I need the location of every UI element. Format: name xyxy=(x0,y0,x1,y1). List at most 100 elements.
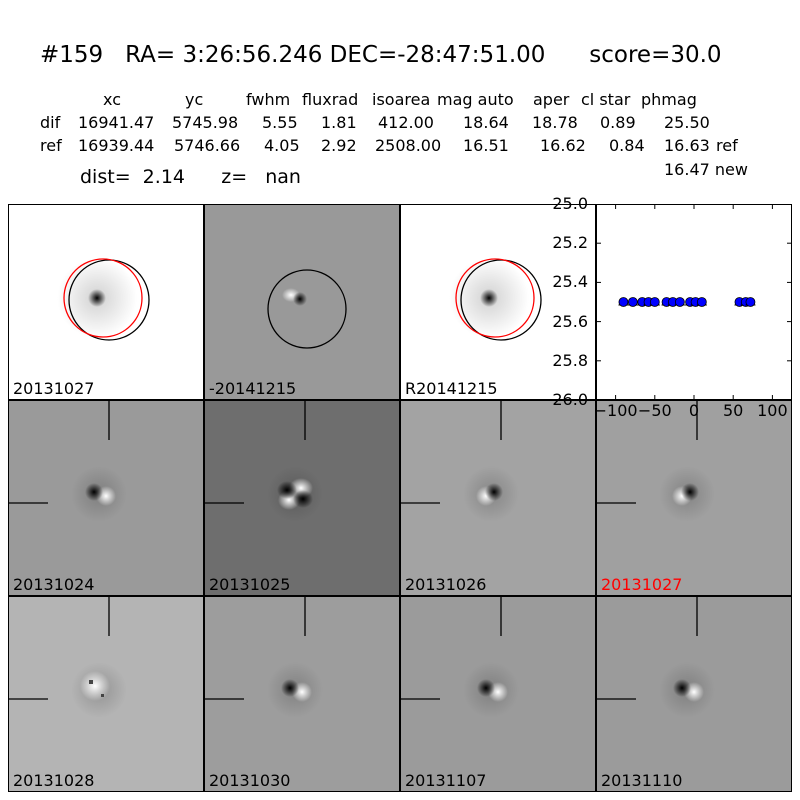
residual-dark xyxy=(293,490,313,508)
stamp-image xyxy=(449,258,542,341)
stamp-image xyxy=(57,258,150,341)
stamp-label: R20141215 xyxy=(405,379,498,398)
y-tick-label: 26.0 xyxy=(552,390,588,409)
dif-cl-star: 0.89 xyxy=(600,113,636,132)
residual-dark xyxy=(485,483,503,501)
data-point xyxy=(649,297,660,307)
col-header-cl-star: cl star xyxy=(581,90,631,109)
dif-phmag: 25.50 xyxy=(664,113,710,132)
stamp-label: 20131107 xyxy=(405,771,487,790)
y-tick-label: 25.4 xyxy=(552,272,588,292)
ref-suffix: ref xyxy=(716,136,738,155)
ref-aper: 16.62 xyxy=(540,136,586,155)
residual-dark xyxy=(477,679,495,697)
stamp-label: 20131110 xyxy=(601,771,683,790)
stamp-panel: 20131110 xyxy=(596,596,792,792)
ref-mag-auto: 16.51 xyxy=(463,136,509,155)
stamp-label: 20131027 xyxy=(13,379,95,398)
stamp-panel: 20131025 xyxy=(204,400,400,596)
y-tick-label: 25.8 xyxy=(552,350,588,370)
residual-dark xyxy=(277,481,297,499)
ref-cl-star: 0.84 xyxy=(609,136,645,155)
stamp-image xyxy=(597,401,715,522)
dif-xc: 16941.47 xyxy=(78,113,155,132)
data-point xyxy=(745,297,756,307)
dif-yc: 5745.98 xyxy=(172,113,239,132)
residual-dark xyxy=(281,679,299,697)
stamp-panel: 20131028 xyxy=(8,596,204,792)
stamp-image xyxy=(267,269,347,349)
row-label-dif: dif xyxy=(40,113,61,132)
stamp-label: 20131028 xyxy=(13,771,95,790)
light-curve-plot xyxy=(596,203,792,401)
ref-fwhm: 4.05 xyxy=(264,136,300,155)
residual-dark xyxy=(293,292,307,306)
y-tick-label: 25.0 xyxy=(552,194,588,213)
col-header-xc: xc xyxy=(103,90,121,109)
stamp-label: 20131025 xyxy=(209,575,291,594)
dif-isoarea: 412.00 xyxy=(378,113,434,132)
col-header-aper: aper xyxy=(533,90,570,109)
stamp-label: 20131024 xyxy=(13,575,95,594)
row-label-ref: ref xyxy=(40,136,62,155)
stamp-panel: R20141215 xyxy=(400,204,596,400)
data-point xyxy=(696,297,707,307)
stamp-panel: 20131107 xyxy=(400,596,596,792)
dif-mag-auto: 18.64 xyxy=(463,113,509,132)
stamp-panel: 20131026 xyxy=(400,400,596,596)
new-mag: 16.47 new xyxy=(664,160,748,179)
stamp-label: 20131030 xyxy=(209,771,291,790)
dif-aper: 18.78 xyxy=(532,113,578,132)
page-title: #159 RA= 3:26:56.246 DEC=-28:47:51.00 sc… xyxy=(40,42,722,68)
masked-pixel xyxy=(89,680,93,684)
ref-fluxrad: 2.92 xyxy=(321,136,357,155)
ref-circle xyxy=(63,258,143,338)
stamp-image xyxy=(401,597,519,718)
stamp-image xyxy=(9,597,127,718)
col-header-mag-auto: mag auto xyxy=(437,90,514,109)
stamp-panel: 20131030 xyxy=(204,596,400,792)
stamp-image xyxy=(205,401,323,522)
masked-pixel xyxy=(101,694,104,697)
x-tick-label: 0 xyxy=(688,401,700,420)
col-header-fwhm: fwhm xyxy=(246,90,291,109)
data-point xyxy=(627,297,638,307)
data-point xyxy=(674,297,685,307)
ref-xc: 16939.44 xyxy=(78,136,155,155)
dif-fluxrad: 1.81 xyxy=(321,113,357,132)
star-core xyxy=(480,289,498,307)
stamp-image xyxy=(9,401,127,522)
stamp-image xyxy=(401,401,519,522)
ref-yc: 5746.66 xyxy=(174,136,241,155)
col-header-phmag: phmag xyxy=(641,90,697,109)
stamp-label: 20131027 xyxy=(601,575,683,594)
col-header-fluxrad: fluxrad xyxy=(302,90,359,109)
col-header-yc: yc xyxy=(185,90,204,109)
x-tick-label: 50 xyxy=(723,401,744,420)
stamp-panel: -20141215 xyxy=(204,204,400,400)
y-tick-label: 25.2 xyxy=(552,233,588,253)
x-tick-label: −100 xyxy=(593,401,638,420)
x-tick-label: −50 xyxy=(637,401,672,420)
stamp-panel: 20131024 xyxy=(8,400,204,596)
light-curve-chart xyxy=(596,203,792,401)
stamp-label: 20131026 xyxy=(405,575,487,594)
data-point xyxy=(618,297,629,307)
dif-fwhm: 5.55 xyxy=(262,113,298,132)
residual-white xyxy=(80,671,110,701)
stamp-image xyxy=(597,597,715,718)
ref-isoarea: 2508.00 xyxy=(375,136,442,155)
ref-circle xyxy=(455,258,535,338)
x-tick-label: 100 xyxy=(757,401,788,420)
residual-dark xyxy=(85,483,103,501)
residual-dark xyxy=(673,679,691,697)
col-header-isoarea: isoarea xyxy=(372,90,431,109)
ref-phmag: 16.63 xyxy=(664,136,710,155)
star-core xyxy=(88,289,106,307)
stamp-label: -20141215 xyxy=(209,379,297,398)
y-tick-label: 25.6 xyxy=(552,311,588,331)
dist-line: dist= 2.14 z= nan xyxy=(80,166,301,188)
stamp-panel: 20131027 xyxy=(8,204,204,400)
aperture-circle xyxy=(267,269,347,349)
stamp-image xyxy=(205,597,323,718)
